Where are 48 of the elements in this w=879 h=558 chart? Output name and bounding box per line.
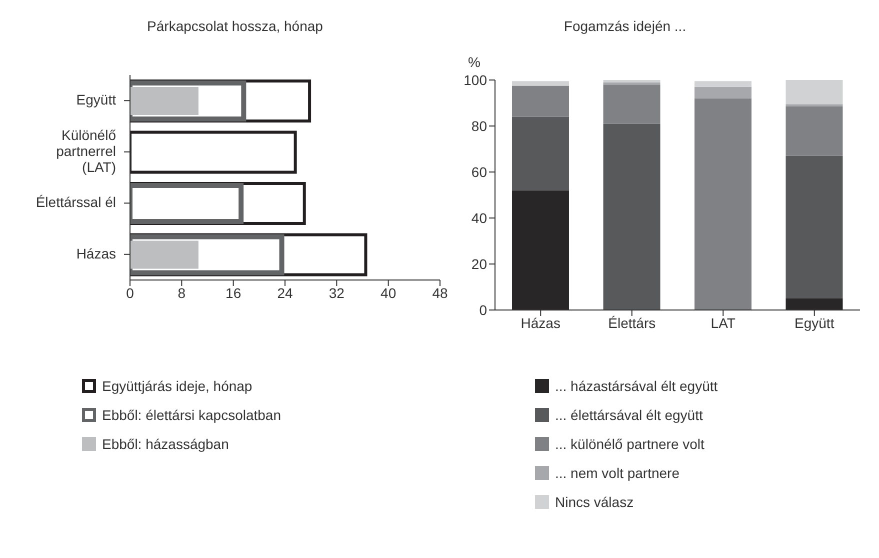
chart-title: Fogamzás idején ... [562, 18, 688, 34]
y-tick-label: 20 [471, 256, 488, 272]
x-tick-label: 40 [380, 284, 396, 301]
y-tick-label: Különélő partnerrel (LAT) [56, 126, 116, 175]
y-tick-label: 40 [471, 210, 488, 226]
x-tick-label: Élettárs [608, 314, 656, 331]
x-tick-label: 24 [277, 284, 293, 301]
bar [786, 106, 843, 156]
chart-title: Párkapcsolat hossza, hónap [146, 18, 324, 34]
legend-label: Ebből: élettársi kapcsolatban [102, 407, 281, 423]
x-tick-label: 0 [126, 284, 134, 301]
y-tick-label: Élettárssal él [36, 194, 116, 210]
x-tick-label: Együtt [794, 314, 834, 331]
legend-label: ... különélő partnere volt [555, 436, 704, 452]
bar [786, 298, 843, 310]
x-tick-label: 8 [178, 284, 186, 301]
bar [603, 124, 660, 310]
bar [512, 81, 569, 86]
bar [694, 98, 752, 310]
x-tick-label: Házas [520, 314, 560, 331]
bar [694, 81, 752, 87]
bar [786, 80, 843, 104]
legend-label: Együttjárás ideje, hónap [102, 378, 252, 394]
legend-label: Ebből: házasságban [102, 436, 229, 452]
y-tick-label: 100 [464, 72, 488, 88]
bar [512, 86, 569, 117]
x-tick-label: 48 [432, 284, 448, 301]
y-tick-label: Együtt [76, 91, 116, 108]
x-tick-label: LAT [710, 314, 736, 331]
bar [130, 130, 297, 174]
y-axis-title: % [468, 54, 480, 70]
legend-label: ... házastársával élt együtt [555, 378, 718, 394]
bar [603, 84, 660, 124]
bar [786, 156, 843, 298]
y-tick-label: Házas [76, 245, 116, 262]
y-tick-label: 80 [471, 118, 488, 134]
y-tick-label: 0 [479, 302, 488, 318]
bar [130, 240, 198, 269]
x-tick-label: 16 [226, 284, 242, 301]
bar [512, 116, 569, 190]
bar [130, 87, 198, 115]
bar [694, 86, 752, 98]
bar [512, 190, 569, 310]
x-tick-label: 32 [328, 284, 345, 301]
legend-label: Nincs válasz [555, 494, 634, 510]
legend-label: ... nem volt partnere [555, 465, 680, 481]
y-tick-label: 60 [471, 164, 488, 180]
legend-label: ... élettársával élt együtt [555, 407, 703, 423]
